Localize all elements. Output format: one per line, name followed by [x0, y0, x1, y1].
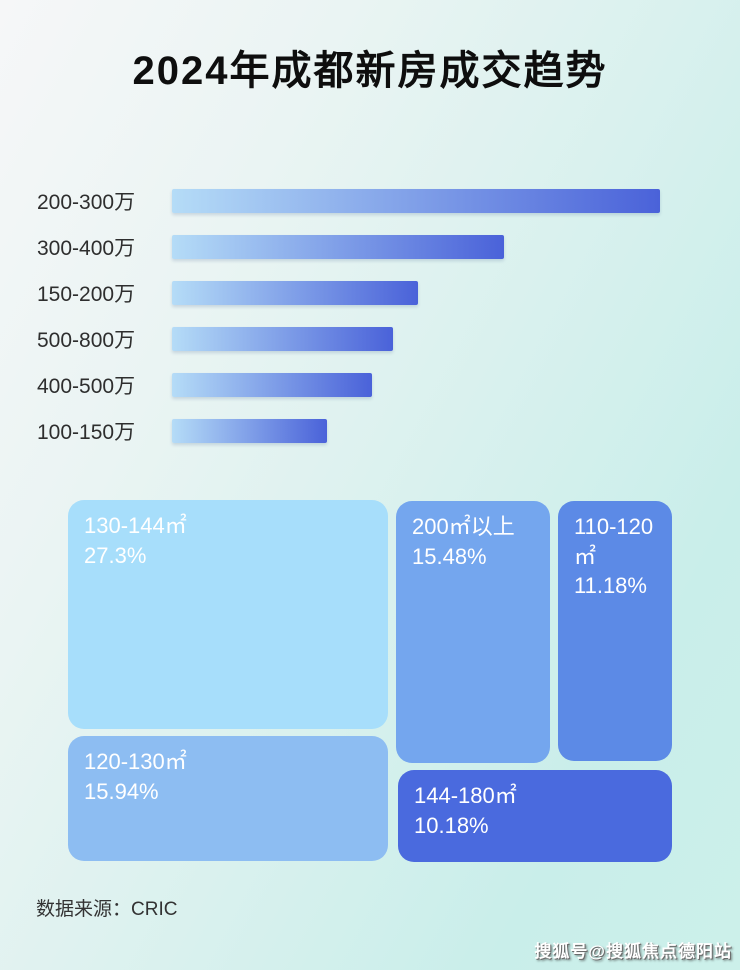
price-bar-chart: 200-300万 300-400万 150-200万 500-800万 400-…: [37, 189, 697, 465]
bar-track: [172, 327, 660, 351]
page-title: 2024年成都新房成交趋势: [132, 49, 608, 93]
treemap-tile-130-144: 130-144㎡ 27.3%: [68, 500, 388, 729]
tile-percentage: 10.18%: [414, 812, 489, 838]
bar-track: [172, 189, 660, 213]
bar-track: [172, 235, 660, 259]
tile-label: 130-144㎡: [84, 513, 187, 538]
bar-fill: [172, 189, 660, 213]
bar-fill: [172, 281, 418, 305]
bar-label: 150-200万: [37, 283, 136, 306]
bar-fill: [172, 327, 394, 351]
tile-percentage: 27.3%: [84, 542, 147, 568]
bar-track: [172, 373, 660, 397]
treemap-tile-200-plus: 200㎡以上 15.48%: [396, 501, 550, 763]
tile-label: 144-180㎡: [414, 783, 517, 808]
bar-label: 300-400万: [37, 237, 136, 260]
bar-label: 100-150万: [37, 421, 136, 444]
bar-row: 500-800万: [37, 327, 697, 352]
tile-label: 200㎡以上: [412, 514, 515, 539]
tile-label: 110-120㎡: [574, 514, 654, 569]
tile-label: 120-130㎡: [84, 749, 187, 774]
bar-label: 500-800万: [37, 329, 136, 352]
bar-row: 300-400万: [37, 235, 697, 260]
tile-percentage: 11.18%: [574, 573, 647, 599]
bar-track: [172, 419, 660, 443]
tile-percentage: 15.48%: [412, 543, 487, 569]
bar-row: 200-300万: [37, 189, 697, 214]
watermark: 搜狐号@搜狐焦点德阳站: [534, 942, 732, 961]
treemap-tile-120-130: 120-130㎡ 15.94%: [68, 736, 388, 861]
tile-percentage: 15.94%: [84, 778, 159, 804]
bar-label: 400-500万: [37, 375, 136, 398]
bar-fill: [172, 373, 373, 397]
bar-track: [172, 281, 660, 305]
bar-row: 400-500万: [37, 373, 697, 398]
treemap-tile-110-120: 110-120㎡ 11.18%: [558, 501, 672, 761]
bar-row: 100-150万: [37, 419, 697, 444]
treemap-tile-144-180: 144-180㎡ 10.18%: [398, 770, 672, 862]
bar-label: 200-300万: [37, 191, 136, 214]
data-source-label: 数据来源：CRIC: [36, 899, 178, 920]
bar-row: 150-200万: [37, 281, 697, 306]
bar-fill: [172, 419, 328, 443]
bar-fill: [172, 235, 504, 259]
area-treemap: 130-144㎡ 27.3% 200㎡以上 15.48% 110-120㎡ 11…: [65, 498, 675, 863]
